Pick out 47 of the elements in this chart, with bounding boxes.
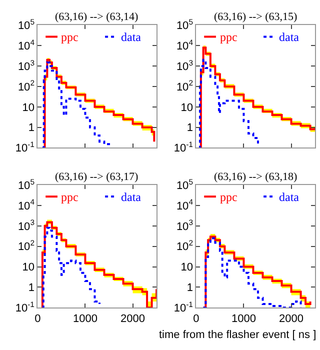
y-tick-label: 10$^{4}$ [18, 198, 36, 212]
chart-title: (63,16) --> (63,17) [55, 171, 139, 183]
y-tick-label: 10$^{3}$ [18, 218, 34, 233]
text: data [279, 190, 300, 204]
y-tick-label: 10$^{2}$ [18, 238, 34, 254]
y-tick-label: 10 [180, 262, 193, 274]
y-tick-label: 10$^{2}$ [18, 78, 34, 94]
y-tick-label: 1 [186, 282, 193, 294]
x-tick-label: 2000 [279, 312, 304, 325]
legend-label: data [121, 190, 142, 204]
legend-label: ppc [61, 190, 78, 204]
y-tick-label: 10$^{2}$ [176, 78, 193, 94]
x-tick-label: 0 [34, 312, 41, 325]
y-tick-label: 1 [186, 122, 193, 134]
y-tick-label: 10$^{3}$ [176, 58, 193, 73]
y-tick-label: 10$^{3}$ [18, 58, 34, 73]
y-tick-label: 10 [180, 102, 193, 114]
x-axis-title: time from the flasher event [ ns ] [159, 329, 316, 341]
y-tick-label: 10$^{5}$ [18, 177, 34, 192]
y-tick-label: 1 [28, 282, 34, 294]
y-tick-label: 10$^{5}$ [176, 177, 193, 192]
y-tick-label: 10$^{-1}$ [174, 140, 193, 155]
y-tick-label: 10$^{-1}$ [15, 300, 34, 314]
legend-label: data [121, 30, 142, 44]
y-tick-label: 10$^{4}$ [18, 38, 36, 52]
series-label: ppc [220, 30, 238, 44]
chart-title: (63,16) --> (63,18) [214, 171, 298, 183]
y-tick-label: 10 [22, 262, 34, 274]
y-tick-label: 1 [28, 122, 34, 134]
y-tick-label: 10$^{-1}$ [174, 300, 193, 314]
x-tick-label: 1000 [72, 312, 98, 325]
text: ppc [220, 190, 238, 204]
legend-label: ppc [61, 30, 78, 44]
y-tick-label: 10 [22, 102, 34, 114]
y-tick-label: 10$^{5}$ [176, 17, 193, 32]
y-tick-label: 10$^{3}$ [176, 218, 193, 233]
x-tick-label: 0 [193, 312, 200, 325]
x-tick-label: 1000 [231, 312, 256, 325]
x-tick-label: 2000 [120, 312, 146, 325]
y-tick-label: 10$^{4}$ [176, 38, 194, 52]
y-tick-label: 10$^{5}$ [18, 17, 34, 32]
chart-title: (63,16) --> (63,14) [55, 11, 139, 23]
text: data [279, 30, 300, 44]
y-tick-label: 10$^{4}$ [176, 198, 194, 212]
y-tick-label: 10$^{2}$ [176, 238, 193, 254]
y-tick-label: 10$^{-1}$ [15, 140, 34, 155]
chart-title: (63,16) --> (63,15) [214, 11, 298, 23]
